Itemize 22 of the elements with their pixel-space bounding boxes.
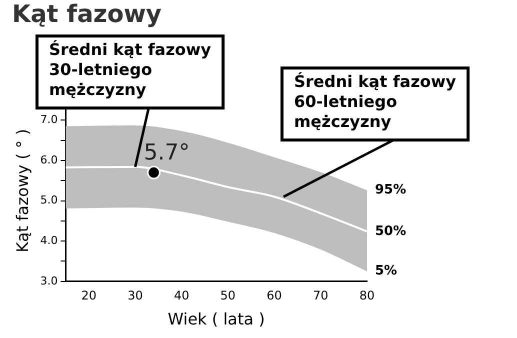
- annotation: 95%: [375, 182, 406, 198]
- x-axis-title: Wiek ( lata ): [168, 310, 265, 329]
- chart-title: Kąt fazowy: [12, 0, 162, 28]
- y-tick-label: 3.0: [40, 274, 58, 288]
- x-tick-label: 60: [266, 288, 282, 303]
- annotation: Średni kąt fazowy 60-letniego mężczyzny: [294, 72, 457, 132]
- line-series: [66, 166, 367, 232]
- y-axis-title: Kąt fazowy ( ° ): [12, 128, 32, 252]
- annotation: Średni kąt fazowy 30-letniego mężczyzny: [49, 40, 212, 100]
- x-tick-label: 20: [81, 288, 97, 303]
- y-tick-label: 7.0: [40, 113, 58, 126]
- x-tick-label: 40: [174, 288, 190, 303]
- annotation: 5.7°: [144, 140, 190, 166]
- x-tick-label: 30: [128, 288, 143, 303]
- y-tick-label: 5.0: [40, 194, 58, 207]
- y-tick-label: 4.0: [40, 234, 58, 247]
- series-label: 50%: [375, 224, 406, 239]
- x-tick-label: 80: [359, 288, 375, 303]
- x-tick-label: 50: [220, 288, 236, 303]
- y-tick-label: 6.0: [40, 153, 58, 166]
- x-tick-label: 70: [313, 288, 328, 303]
- annotation: 5%: [375, 264, 398, 279]
